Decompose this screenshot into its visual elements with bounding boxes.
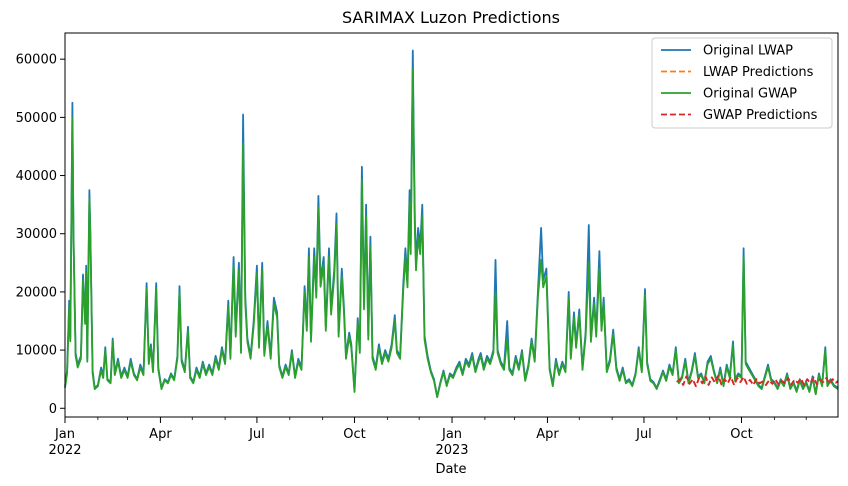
x-tick-label: Oct xyxy=(343,427,365,442)
plot-area xyxy=(64,32,839,418)
legend-label: GWAP Predictions xyxy=(703,108,818,123)
y-tick-label: 10000 xyxy=(16,344,57,359)
x-tick-label: Apr xyxy=(536,427,559,442)
x-tick-year-label: 2022 xyxy=(48,443,81,458)
legend-box xyxy=(651,37,833,129)
x-tick-label: Jan xyxy=(54,427,75,442)
series-line-gwap-predictions xyxy=(676,374,839,388)
x-tick-label: Apr xyxy=(149,427,172,442)
y-tick-label: 30000 xyxy=(16,227,57,242)
x-tick-year-label: 2023 xyxy=(435,443,468,458)
x-tick-label: Jul xyxy=(635,427,652,442)
legend-label: Original LWAP xyxy=(703,44,793,59)
y-tick-label: 20000 xyxy=(16,285,57,300)
legend-label: LWAP Predictions xyxy=(703,65,814,80)
series-line-original-gwap xyxy=(64,68,839,399)
y-tick-label: 0 xyxy=(49,402,57,417)
legend: Original LWAP LWAP Predictions Original GW… xyxy=(651,37,833,129)
x-axis-title: Date xyxy=(435,462,466,477)
y-tick-label: 50000 xyxy=(16,111,57,126)
y-tick-label: 60000 xyxy=(16,53,57,68)
y-axis: 0 10000 20000 30000 40000 50000 60000 xyxy=(16,53,65,417)
plot-frame xyxy=(64,32,839,418)
legend-label: Original GWAP xyxy=(703,87,797,102)
y-tick-label: 40000 xyxy=(16,169,57,184)
chart-title: SARIMAX Luzon Predictions xyxy=(342,8,560,27)
x-tick-label: Jul xyxy=(248,427,265,442)
x-tick-label: Oct xyxy=(730,427,752,442)
x-tick-label: Jan xyxy=(441,427,462,442)
